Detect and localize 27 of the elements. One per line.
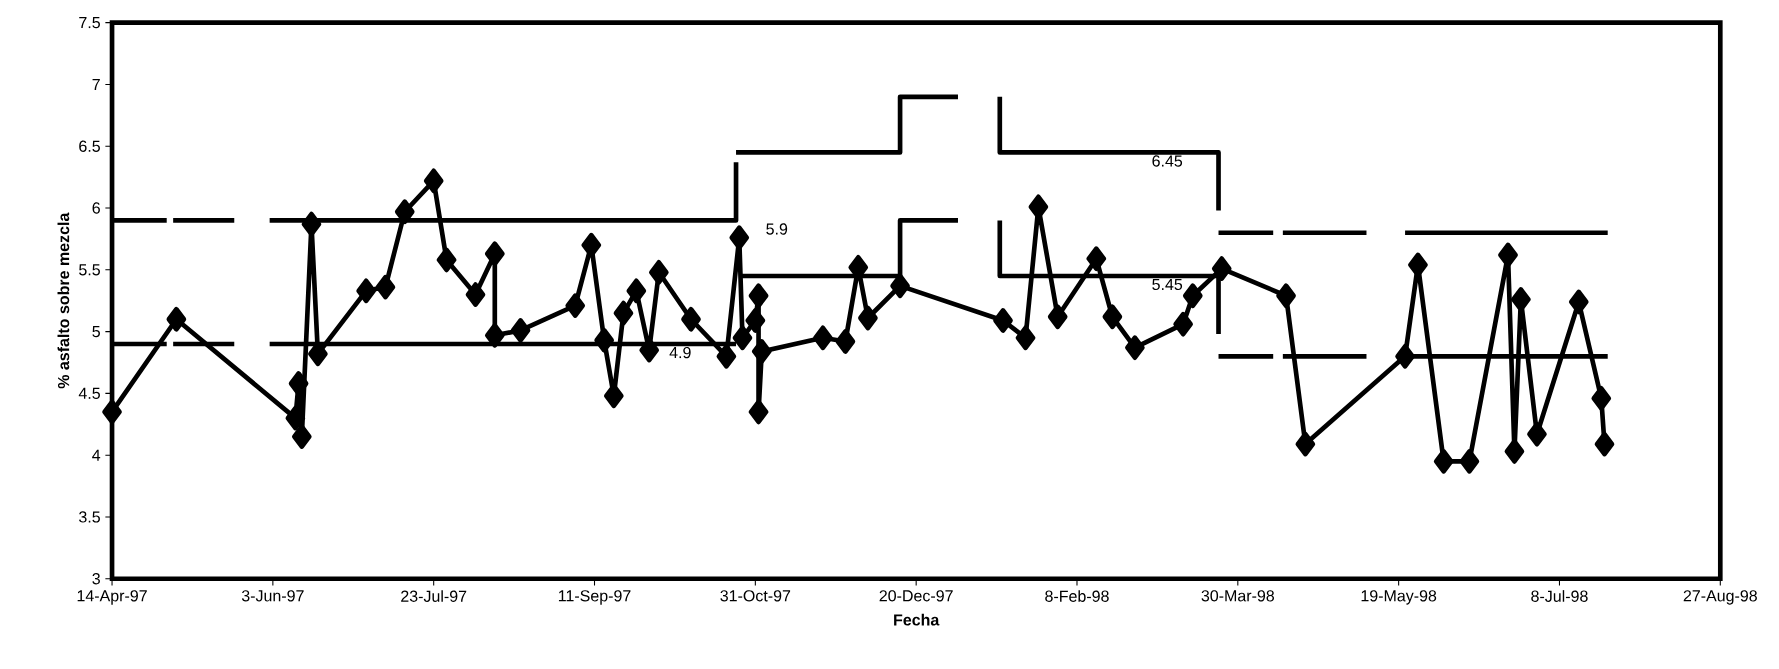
y-tick-label: 6.5 <box>79 140 100 152</box>
x-tick-label: 8-Feb-98 <box>1045 589 1109 602</box>
y-tick-label: 4 <box>92 449 101 461</box>
y-tick-label: 7.5 <box>79 16 100 29</box>
y-axis-title: % asfalto sobre mezcla <box>57 212 70 389</box>
y-tick-label: 3.5 <box>79 511 100 523</box>
x-tick-label: 20-Dec-97 <box>879 589 953 602</box>
x-axis-title: Fecha <box>894 613 940 626</box>
x-tick-label: 11-Sep-97 <box>558 589 631 605</box>
annotation: 5.9 <box>766 223 788 235</box>
annotation: 4.9 <box>669 346 691 358</box>
y-tick-label: 5 <box>92 325 100 337</box>
x-tick-label: 31-Oct-97 <box>720 589 791 602</box>
annotation: 5.45 <box>1152 278 1183 290</box>
x-tick-label: 19-May-98 <box>1361 589 1437 605</box>
x-tick-label: 30-Mar-98 <box>1201 589 1275 602</box>
y-tick-label: 3 <box>92 572 100 585</box>
x-tick-label: 14-Apr-97 <box>77 589 147 605</box>
y-tick-label: 5.5 <box>79 264 100 276</box>
x-tick-label: 27-Aug-98 <box>1683 589 1757 605</box>
y-tick-label: 7 <box>92 78 100 90</box>
x-tick-label: 23-Jul-97 <box>401 589 467 602</box>
x-tick-label: 3-Jun-97 <box>241 589 304 602</box>
annotation: 6.45 <box>1152 155 1183 167</box>
y-tick-label: 4.5 <box>78 387 100 399</box>
x-tick-label: 8-Jul-98 <box>1531 589 1588 602</box>
y-tick-label: 6 <box>92 202 100 214</box>
